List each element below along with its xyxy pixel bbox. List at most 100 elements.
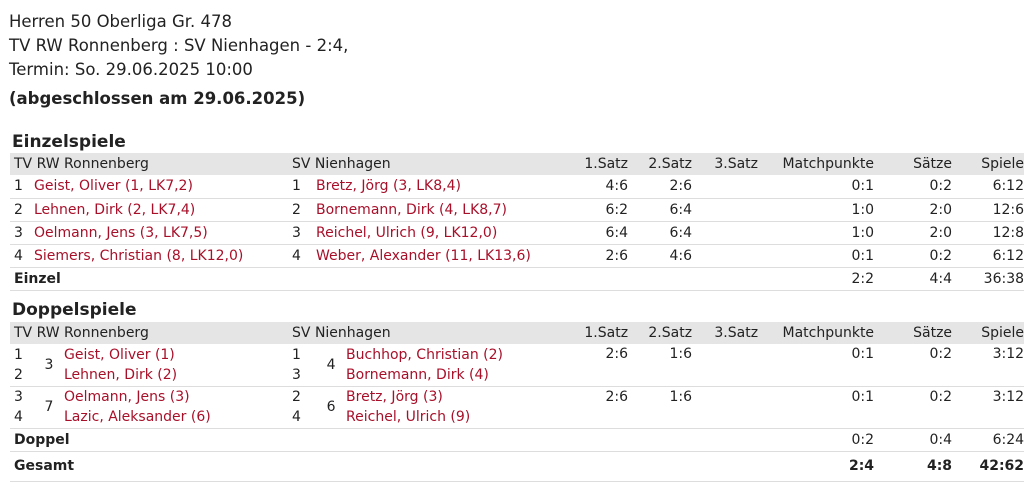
home-player-link[interactable]: Lazic, Aleksander (6) bbox=[64, 409, 211, 425]
away-position: 2 bbox=[292, 198, 317, 222]
home-pair-number: 7 bbox=[34, 386, 64, 429]
section-title-doppel: Doppelspiele bbox=[12, 300, 137, 320]
spiele-value: 3:12 bbox=[952, 344, 1024, 387]
table-row: 4 Siemers, Christian (8, LK12,0) 4 Weber… bbox=[10, 244, 1024, 268]
home-pair-players: Oelmann, Jens (3) Lazic, Aleksander (6) bbox=[64, 386, 293, 429]
satz1-score: 6:4 bbox=[564, 221, 629, 245]
doppel-sum-label: Doppel bbox=[10, 428, 293, 452]
matchpunkte-value: 0:1 bbox=[758, 386, 875, 429]
col-satz3: 3.Satz bbox=[692, 322, 759, 344]
matchpunkte-value: 1:0 bbox=[758, 221, 875, 245]
away-position: 4 bbox=[292, 409, 301, 425]
satz1-score: 2:6 bbox=[564, 386, 629, 429]
gesamt-matchpunkte: 2:4 bbox=[758, 451, 875, 482]
satz2-score: 4:6 bbox=[628, 244, 693, 268]
home-position: 3 bbox=[10, 221, 34, 245]
saetze-value: 2:0 bbox=[874, 198, 953, 222]
away-position: 3 bbox=[292, 366, 301, 383]
away-position: 4 bbox=[292, 244, 317, 268]
einzel-sum-label: Einzel bbox=[10, 267, 293, 291]
home-player-link[interactable]: Geist, Oliver (1, LK7,2) bbox=[34, 175, 293, 199]
satz1-score: 2:6 bbox=[564, 344, 629, 387]
col-saetze: Sätze bbox=[874, 322, 953, 344]
satz3-score bbox=[692, 221, 759, 245]
einzel-table: TV RW Ronnenberg SV Nienhagen 1.Satz 2.S… bbox=[10, 153, 1024, 291]
gesamt-row: Gesamt 2:4 4:8 42:62 bbox=[10, 451, 1024, 482]
gesamt-saetze: 4:8 bbox=[874, 451, 953, 482]
away-player-link[interactable]: Bornemann, Dirk (4) bbox=[346, 366, 489, 383]
col-matchpunkte: Matchpunkte bbox=[758, 153, 875, 175]
col-home-team: TV RW Ronnenberg bbox=[10, 322, 293, 344]
gesamt-spiele: 42:62 bbox=[952, 451, 1024, 482]
satz3-score bbox=[692, 198, 759, 222]
saetze-value: 2:0 bbox=[874, 221, 953, 245]
home-player-link[interactable]: Lehnen, Dirk (2) bbox=[64, 366, 178, 383]
away-position: 2 bbox=[292, 389, 301, 405]
satz2-score: 1:6 bbox=[628, 344, 693, 387]
spiele-value: 3:12 bbox=[952, 386, 1024, 429]
home-position: 2 bbox=[10, 198, 34, 222]
col-satz1: 1.Satz bbox=[564, 153, 629, 175]
einzel-sum-saetze: 4:4 bbox=[874, 267, 953, 291]
away-position: 1 bbox=[292, 175, 317, 199]
home-position: 1 bbox=[10, 175, 34, 199]
saetze-value: 0:2 bbox=[874, 175, 953, 199]
satz2-score: 6:4 bbox=[628, 198, 693, 222]
away-player-link[interactable]: Buchhop, Christian (2) bbox=[346, 346, 504, 363]
satz2-score: 6:4 bbox=[628, 221, 693, 245]
home-player-link[interactable]: Geist, Oliver (1) bbox=[64, 346, 175, 363]
away-player-link[interactable]: Reichel, Ulrich (9, LK12,0) bbox=[316, 221, 565, 245]
saetze-value: 0:2 bbox=[874, 386, 953, 429]
away-player-link[interactable]: Bornemann, Dirk (4, LK8,7) bbox=[316, 198, 565, 222]
home-position: 4 bbox=[10, 244, 34, 268]
col-matchpunkte: Matchpunkte bbox=[758, 322, 875, 344]
satz1-score: 4:6 bbox=[564, 175, 629, 199]
table-row: 3 Oelmann, Jens (3, LK7,5) 3 Reichel, Ul… bbox=[10, 221, 1024, 245]
col-saetze: Sätze bbox=[874, 153, 953, 175]
section-title-einzel: Einzelspiele bbox=[12, 132, 126, 152]
gesamt-label: Gesamt bbox=[10, 451, 293, 482]
satz3-score bbox=[692, 175, 759, 199]
doppel-header-row: TV RW Ronnenberg SV Nienhagen 1.Satz 2.S… bbox=[10, 322, 1024, 344]
away-player-link[interactable]: Bretz, Jörg (3, LK8,4) bbox=[316, 175, 565, 199]
col-satz3: 3.Satz bbox=[692, 153, 759, 175]
away-pair-number: 6 bbox=[316, 386, 347, 429]
matchpunkte-value: 0:1 bbox=[758, 244, 875, 268]
away-pair-players: Buchhop, Christian (2) Bornemann, Dirk (4… bbox=[346, 344, 565, 387]
home-player-link[interactable]: Oelmann, Jens (3, LK7,5) bbox=[34, 221, 293, 245]
home-player-link[interactable]: Lehnen, Dirk (2, LK7,4) bbox=[34, 198, 293, 222]
home-pair-players: Geist, Oliver (1) Lehnen, Dirk (2) bbox=[64, 344, 293, 387]
table-row: 2 Lehnen, Dirk (2, LK7,4) 2 Bornemann, D… bbox=[10, 198, 1024, 222]
doppel-sum-spiele: 6:24 bbox=[952, 428, 1024, 452]
col-spiele: Spiele bbox=[952, 153, 1024, 175]
home-position: 1 bbox=[14, 346, 23, 363]
col-satz1: 1.Satz bbox=[564, 322, 629, 344]
away-player-link[interactable]: Weber, Alexander (11, LK13,6) bbox=[316, 244, 565, 268]
spacer bbox=[292, 267, 759, 291]
einzel-sum-spiele: 36:38 bbox=[952, 267, 1024, 291]
col-satz2: 2.Satz bbox=[628, 322, 693, 344]
match-status: (abgeschlossen am 29.06.2025) bbox=[9, 89, 306, 108]
spiele-value: 6:12 bbox=[952, 175, 1024, 199]
saetze-value: 0:2 bbox=[874, 344, 953, 387]
match-date: Termin: So. 29.06.2025 10:00 bbox=[9, 60, 253, 79]
einzel-sum-matchpunkte: 2:2 bbox=[758, 267, 875, 291]
satz3-score bbox=[692, 344, 759, 387]
home-player-link[interactable]: Siemers, Christian (8, LK12,0) bbox=[34, 244, 293, 268]
away-pair-players: Bretz, Jörg (3) Reichel, Ulrich (9) bbox=[346, 386, 565, 429]
away-player-link[interactable]: Reichel, Ulrich (9) bbox=[346, 409, 471, 425]
home-position: 4 bbox=[14, 409, 23, 425]
col-away-team: SV Nienhagen bbox=[292, 322, 565, 344]
away-player-link[interactable]: Bretz, Jörg (3) bbox=[346, 389, 443, 405]
spiele-value: 12:8 bbox=[952, 221, 1024, 245]
home-position: 2 bbox=[14, 366, 23, 383]
match-title: TV RW Ronnenberg : SV Nienhagen - 2:4, bbox=[9, 36, 349, 55]
matchpunkte-value: 0:1 bbox=[758, 175, 875, 199]
doppel-table: TV RW Ronnenberg SV Nienhagen 1.Satz 2.S… bbox=[10, 322, 1024, 482]
home-player-link[interactable]: Oelmann, Jens (3) bbox=[64, 389, 190, 405]
away-pair-number: 4 bbox=[316, 344, 347, 387]
satz3-score bbox=[692, 244, 759, 268]
